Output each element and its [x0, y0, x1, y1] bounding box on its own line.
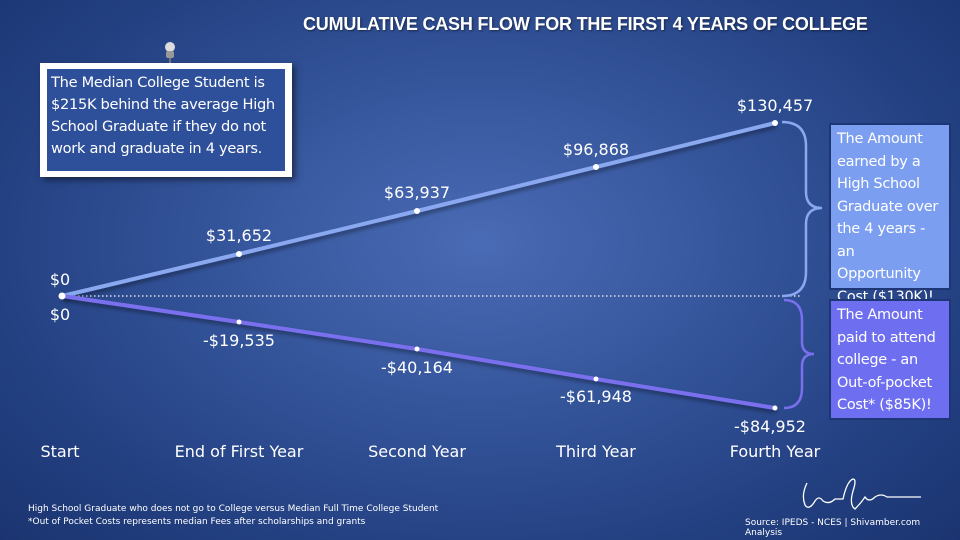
hs-label-y2: $63,937: [383, 183, 451, 202]
signature-icon: [802, 478, 921, 510]
annotation-line: The Amount: [837, 307, 923, 323]
annotation-line: Out-of-pocket: [837, 374, 932, 391]
x-label-y3: Third Year: [556, 442, 636, 461]
x-label-y2: Second Year: [368, 442, 466, 461]
chart-title: CUMULATIVE CASH FLOW FOR THE FIRST 4 YEA…: [303, 14, 868, 34]
annotation-line: college - an: [837, 352, 918, 368]
footnote-line: *Out of Pocket Costs represents median F…: [28, 517, 366, 527]
hs-label-start: $0: [49, 270, 71, 289]
annotation-line: the 4 years - an: [837, 221, 926, 260]
annotation-line: paid to attend: [837, 329, 936, 346]
hs-label-y3: $96,868: [562, 140, 630, 159]
x-label-start: Start: [40, 442, 80, 461]
hs-label-y4: $130,457: [736, 96, 814, 115]
x-label-y4: Fourth Year: [729, 442, 821, 461]
footnotes: High School Graduate who does not go to …: [28, 503, 438, 529]
source-credit: Source: IPEDS - NCES | Shivamber.com Ana…: [745, 518, 921, 538]
college-brace: [783, 298, 815, 410]
annotation-line: The Amount: [837, 131, 923, 147]
col-label-y1: -$19,535: [203, 331, 275, 350]
col-label-y2: -$40,164: [381, 358, 453, 377]
callout-line: $215K behind the average High: [51, 96, 275, 113]
annotation-line: High School: [837, 176, 920, 192]
annotation-line: Cost* ($85K)!: [837, 397, 932, 413]
footnote-line: High School Graduate who does not go to …: [28, 504, 439, 514]
col-label-start: $0: [49, 305, 71, 324]
col-label-y4: -$84,952: [734, 417, 806, 436]
college-line: [61, 294, 776, 410]
col-label-y3: -$61,948: [560, 387, 632, 406]
annotation-line: earned by a: [837, 153, 921, 170]
pushpin-icon: [165, 42, 175, 65]
high-school-brace: [781, 120, 823, 298]
annotation-line: Graduate over: [837, 198, 939, 215]
callout-line: The Median College Student is: [51, 74, 265, 91]
out-of-pocket-box: The Amount paid to attend college - an O…: [829, 299, 951, 420]
annotation-line: Opportunity: [837, 266, 921, 282]
callout-line: work and graduate in 4 years.: [51, 140, 263, 157]
opportunity-cost-box: The Amount earned by a High School Gradu…: [829, 123, 951, 305]
hs-label-y1: $31,652: [205, 226, 273, 245]
x-label-y1: End of First Year: [174, 442, 304, 461]
summary-callout: The Median College Student is $215K behi…: [40, 63, 292, 177]
callout-line: School Graduate if they do not: [51, 118, 266, 135]
